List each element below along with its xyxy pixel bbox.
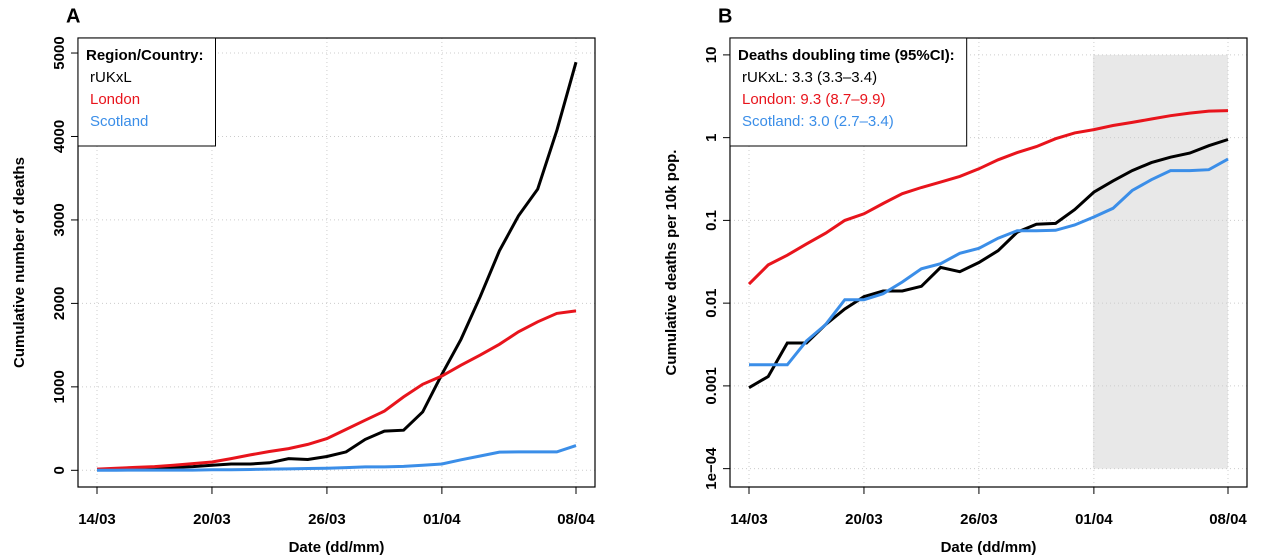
x-axis-label: Date (dd/mm): [289, 539, 385, 556]
y-tick-label: 3000: [51, 203, 68, 236]
y-tick-label: 0: [51, 466, 68, 474]
legend-box: [77, 37, 216, 147]
panel-title: A: [66, 5, 80, 27]
legend-title: Region/Country:: [86, 47, 204, 64]
series-line: [747, 109, 1229, 286]
y-tick-label: 0.1: [703, 210, 720, 231]
y-tick-label: 1: [703, 133, 720, 141]
x-tick-label: 08/04: [557, 511, 595, 528]
x-tick-label: 20/03: [845, 511, 883, 528]
panel-title: B: [718, 5, 732, 27]
series-line: [749, 157, 1229, 367]
legend-label: London: 9.3 (8.7–9.9): [742, 91, 885, 108]
legend-label: rUKxL: 3.3 (3.3–3.4): [742, 69, 877, 86]
legend-label: London: [90, 91, 140, 108]
x-tick-label: 14/03: [730, 511, 768, 528]
legend-box: [729, 37, 968, 147]
legend-label: Scotland: [90, 113, 148, 130]
x-tick-label: 01/04: [1075, 511, 1113, 528]
y-axis-label: Cumulative number of deaths: [11, 157, 28, 368]
x-tick-label: 26/03: [960, 511, 998, 528]
y-axis-label: Cumulative deaths per 10k pop.: [663, 150, 680, 376]
x-tick-label: 26/03: [308, 511, 346, 528]
legend-label: rUKxL: [90, 69, 132, 86]
y-tick-label: 0.01: [703, 289, 720, 318]
panel: 1e−04 0.001 0.01 0.1 1 10 14/03 20/03 26/03 01/04…: [663, 5, 1248, 556]
x-axis-label: Date (dd/mm): [941, 539, 1037, 556]
y-tick-label: 0.001: [703, 367, 720, 405]
x-tick-label: 14/03: [78, 511, 116, 528]
y-tick-label: 1000: [51, 370, 68, 403]
x-tick-label: 20/03: [193, 511, 231, 528]
legend-label: Scotland: 3.0 (2.7–3.4): [742, 113, 894, 130]
y-tick-label: 2000: [51, 287, 68, 320]
y-tick-label: 1e−04: [703, 447, 720, 490]
legend-title: Deaths doubling time (95%CI):: [738, 47, 955, 64]
plot-box: [729, 37, 1248, 488]
x-tick-label: 01/04: [423, 511, 461, 528]
series-line: [96, 309, 577, 471]
y-tick-label: 5000: [51, 36, 68, 69]
legend: Region/Country: rUKxL London Scotland: [77, 37, 216, 147]
y-tick-label: 4000: [51, 120, 68, 153]
y-tick-label: 10: [703, 47, 720, 64]
x-tick-label: 08/04: [1209, 511, 1247, 528]
legend: Deaths doubling time (95%CI): rUKxL: 3.3 …: [729, 37, 968, 147]
plot-box: [77, 37, 596, 488]
series-line: [97, 444, 577, 472]
panel: 0 1000 2000 3000 4000 5000 14/03 20/03 26/03 01/0…: [11, 5, 596, 556]
series-line: [96, 61, 578, 472]
